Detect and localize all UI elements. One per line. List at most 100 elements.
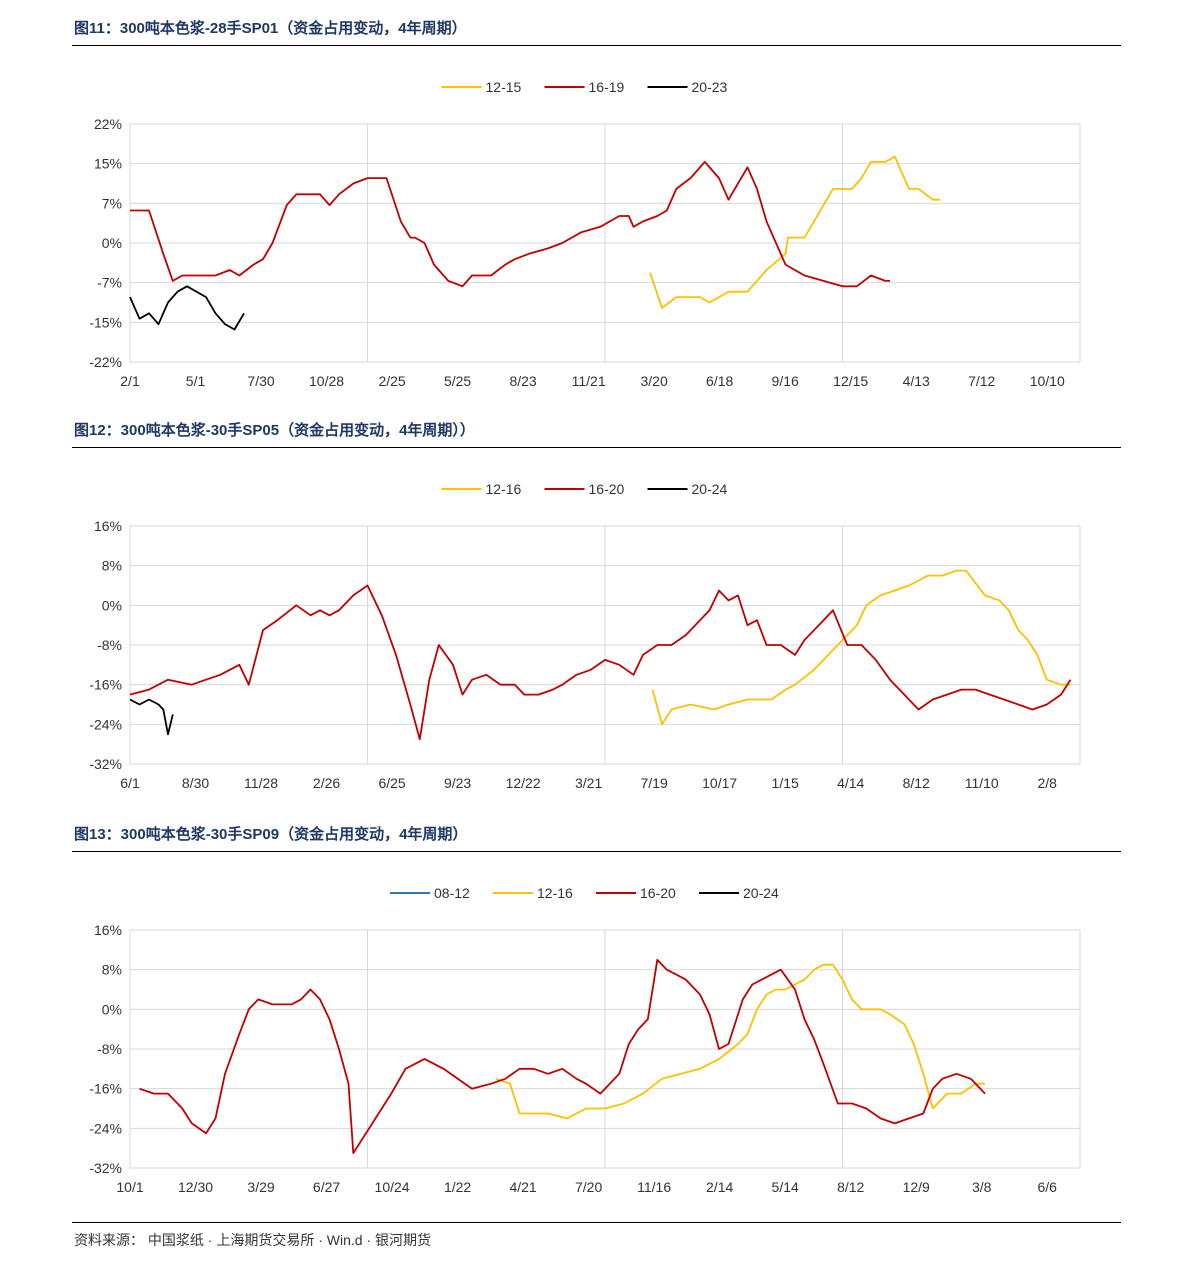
- x-tick-label: 10/10: [1030, 373, 1065, 389]
- y-tick-label: 22%: [94, 116, 122, 132]
- series-line-16-20: [139, 958, 986, 1154]
- y-tick-label: -15%: [89, 314, 122, 330]
- y-tick-label: -24%: [89, 1120, 122, 1136]
- x-tick-label: 4/14: [837, 775, 864, 791]
- x-tick-label: 8/12: [903, 775, 930, 791]
- x-tick-label: 6/25: [378, 775, 405, 791]
- x-tick-label: 3/29: [247, 1179, 274, 1195]
- y-tick-label: -22%: [89, 354, 122, 370]
- x-tick-label: 11/21: [572, 373, 606, 389]
- legend-label: 20-24: [692, 481, 728, 497]
- legend-label: 16-20: [589, 481, 625, 497]
- x-tick-label: 9/23: [444, 775, 471, 791]
- x-tick-label: 7/12: [968, 373, 995, 389]
- series-line-12-15: [649, 155, 940, 309]
- footer-divider: [72, 1222, 1121, 1223]
- x-tick-label: 8/12: [837, 1179, 864, 1195]
- x-tick-label: 5/14: [772, 1179, 799, 1195]
- x-tick-label: 1/22: [444, 1179, 471, 1195]
- legend-label: 08-12: [434, 885, 470, 901]
- legend-label: 16-20: [640, 885, 676, 901]
- legend-item-12-16: 12-16: [441, 481, 522, 497]
- x-tick-label: 2/26: [313, 775, 340, 791]
- x-tick-label: 6/27: [313, 1179, 340, 1195]
- legend-item-16-19: 16-19: [544, 79, 625, 95]
- chart-3: 08-12 12-16 16-20 20-24 16% 8% 0% -8% -16% -24% -3…: [89, 885, 1081, 1195]
- x-tick-label: 1/15: [772, 775, 799, 791]
- legend-label: 20-24: [743, 885, 779, 901]
- x-tick-label: 7/19: [641, 775, 668, 791]
- x-tick-label: 3/21: [575, 775, 602, 791]
- x-tick-label: 11/16: [637, 1179, 671, 1195]
- chart-2: 12-16 16-20 20-24 16% 8% 0% -8% -16% -24% -32% 6/1…: [89, 481, 1081, 791]
- series-line-20-23: [129, 285, 245, 331]
- series-line-12-16: [651, 569, 1071, 726]
- x-tick-label: 12/30: [178, 1179, 213, 1195]
- x-tick-label: 12/9: [903, 1179, 930, 1195]
- x-tick-label: 10/1: [116, 1179, 143, 1195]
- series-line-12-16: [495, 963, 985, 1120]
- y-tick-label: 16%: [94, 922, 122, 938]
- x-tick-label: 11/10: [965, 775, 999, 791]
- x-tick-label: 2/14: [706, 1179, 733, 1195]
- x-tick-label: 7/20: [575, 1179, 602, 1195]
- x-tick-label: 9/16: [772, 373, 799, 389]
- y-tick-label: -16%: [89, 1081, 122, 1097]
- x-tick-label: 10/28: [309, 373, 344, 389]
- y-tick-label: -16%: [89, 677, 122, 693]
- x-tick-label: 12/15: [833, 373, 868, 389]
- y-tick-label: -32%: [89, 756, 122, 772]
- x-tick-label: 12/22: [506, 775, 541, 791]
- y-tick-label: 7%: [102, 195, 122, 211]
- x-tick-label: 11/28: [244, 775, 278, 791]
- x-tick-label: 3/20: [641, 373, 668, 389]
- y-tick-label: -24%: [89, 716, 122, 732]
- series-line-16-19: [130, 161, 890, 288]
- y-tick-label: -7%: [97, 275, 122, 291]
- y-tick-label: 0%: [102, 1001, 122, 1017]
- y-tick-label: 16%: [94, 518, 122, 534]
- x-tick-label: 5/25: [444, 373, 471, 389]
- y-tick-label: 8%: [102, 558, 122, 574]
- legend-item-20-24: 20-24: [699, 885, 779, 901]
- x-tick-label: 6/18: [706, 373, 733, 389]
- x-tick-label: 4/13: [903, 373, 930, 389]
- legend-label: 20-23: [692, 79, 728, 95]
- y-tick-label: -8%: [97, 1041, 122, 1057]
- legend-label: 12-15: [486, 79, 522, 95]
- series-line-20-24: [129, 698, 174, 736]
- x-tick-label: 10/17: [702, 775, 737, 791]
- x-tick-label: 6/6: [1038, 1179, 1058, 1195]
- x-tick-label: 6/1: [120, 775, 140, 791]
- series-line-16-20: [129, 584, 1072, 741]
- y-tick-label: 15%: [94, 156, 122, 172]
- x-tick-label: 8/30: [182, 775, 209, 791]
- legend-item-20-24: 20-24: [647, 481, 728, 497]
- x-tick-label: 10/24: [375, 1179, 410, 1195]
- legend-item-08-12: 08-12: [390, 885, 470, 901]
- legend-item-20-23: 20-23: [647, 79, 728, 95]
- legend-item-16-20: 16-20: [544, 481, 625, 497]
- x-tick-label: 2/1: [120, 373, 140, 389]
- x-tick-label: 2/25: [378, 373, 405, 389]
- x-tick-label: 4/21: [509, 1179, 536, 1195]
- legend-item-12-16: 12-16: [493, 885, 573, 901]
- x-tick-label: 3/8: [972, 1179, 992, 1195]
- chart-title-1: 图11：300吨本色浆-28手SP01（资金占用变动，4年周期）: [72, 18, 1121, 46]
- legend-label: 12-16: [537, 885, 573, 901]
- source-note: 资料来源： 中国浆纸 · 上海期货交易所 · Win.d · 银河期货: [74, 1232, 431, 1248]
- chart-1: 12-15 16-19 20-23 22% 15% 7% 0% -7% -15% -22% 2/1 5…: [89, 79, 1081, 389]
- chart-title-3: 图13：300吨本色浆-30手SP09（资金占用变动，4年周期）: [72, 824, 1121, 852]
- y-tick-label: 0%: [102, 597, 122, 613]
- legend-item-12-15: 12-15: [441, 79, 522, 95]
- x-tick-label: 2/8: [1038, 775, 1058, 791]
- y-tick-label: 8%: [102, 962, 122, 978]
- x-tick-label: 8/23: [509, 373, 536, 389]
- y-tick-label: -8%: [97, 637, 122, 653]
- x-tick-label: 5/1: [186, 373, 206, 389]
- legend-item-16-20: 16-20: [596, 885, 676, 901]
- legend-label: 12-16: [486, 481, 522, 497]
- legend-label: 16-19: [589, 79, 625, 95]
- chart-title-2: 图12：300吨本色浆-30手SP05（资金占用变动，4年周期））: [72, 420, 1121, 448]
- y-tick-label: -32%: [89, 1160, 122, 1176]
